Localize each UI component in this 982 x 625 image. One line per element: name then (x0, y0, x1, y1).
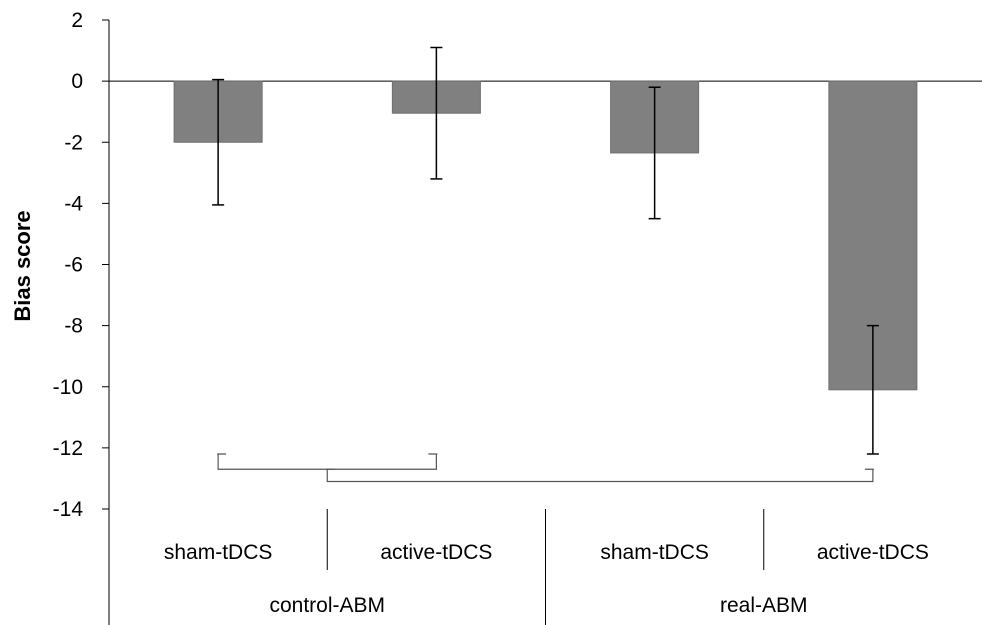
y-tick-label: -4 (64, 192, 83, 215)
y-tick-label: -2 (64, 131, 83, 154)
y-tick-label: -8 (64, 315, 83, 338)
x-axis-labels: sham-tDCS active-tDCS sham-tDCS active-tDCS… (164, 509, 929, 625)
y-axis-label: Bias score (10, 210, 35, 321)
y-tick-label: 2 (71, 9, 83, 32)
comparison-brackets (217, 453, 874, 483)
x-group-label: real-ABM (720, 594, 808, 617)
x-category-label: sham-tDCS (600, 541, 709, 564)
y-tick-label: -10 (53, 376, 83, 399)
y-tick-label: -14 (53, 498, 84, 521)
x-group-label: control-ABM (269, 594, 385, 617)
x-category-label: active-tDCS (817, 541, 929, 564)
comparison-bracket (326, 468, 874, 483)
y-tick-label: -12 (53, 437, 83, 460)
bars (173, 80, 918, 391)
error-bars (212, 46, 879, 455)
x-category-label: active-tDCS (380, 541, 492, 564)
x-category-label: sham-tDCS (164, 541, 273, 564)
y-tick-label: -6 (64, 254, 83, 277)
y-tick-label: 0 (71, 70, 83, 93)
comparison-bracket (217, 453, 438, 470)
